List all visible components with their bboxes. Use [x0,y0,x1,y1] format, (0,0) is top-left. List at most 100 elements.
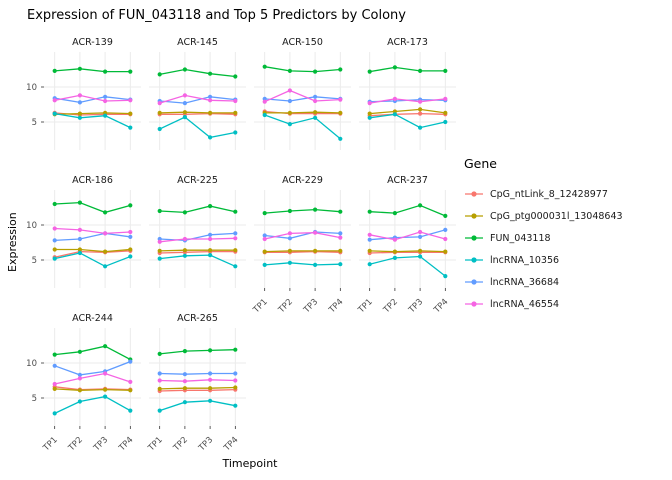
series-line [54,252,131,268]
series-line [264,232,341,240]
data-point [262,249,267,254]
data-point [233,264,238,269]
data-point [367,248,372,253]
data-point [208,232,213,237]
data-point [103,231,108,236]
data-point [287,98,292,104]
legend-item: CpG_ptg000031l_13048643 [464,205,623,227]
data-point [128,379,133,384]
data-point [77,250,82,256]
data-point [182,386,187,391]
data-point [443,213,448,218]
data-point [443,249,448,254]
series-line [54,345,131,361]
facet-title: ACR-244 [72,313,113,324]
data-point [443,119,448,125]
legend-label: lncRNA_46554 [490,298,560,310]
facet-title: ACR-186 [72,175,113,186]
data-point [103,344,108,349]
facet-title: ACR-173 [387,37,428,48]
data-point [157,101,162,106]
facet-title: ACR-265 [177,313,218,324]
data-point [157,239,162,244]
data-point [52,363,57,368]
data-point [233,371,238,376]
series-line [159,96,236,104]
series-line [264,66,341,73]
data-point [367,262,372,267]
data-point [103,371,108,376]
data-point [52,201,57,207]
data-point [233,110,238,115]
data-point [128,229,133,235]
series-line [369,250,446,253]
series-line [369,255,446,277]
data-point [392,255,397,260]
data-point [52,247,57,252]
data-point [157,386,162,391]
x-tick-label: TP2 [381,297,400,316]
data-point [233,347,238,352]
facet-ACR-150: ACR-150 [254,37,351,150]
facet-ACR-237: ACR-237 TP1 TP2 TP3 TP4 [356,175,456,316]
data-point [418,203,423,208]
facet-title: ACR-139 [72,37,113,48]
data-point [313,248,318,253]
data-point [128,98,133,103]
data-point [418,111,423,116]
data-point [52,226,57,231]
data-point [182,210,187,215]
data-point [182,379,187,384]
series-line [159,111,236,114]
data-point [182,400,187,405]
data-point [392,65,397,70]
legend-item: lncRNA_10356 [464,249,623,271]
data-point [157,208,162,214]
x-tick-label: TP4 [327,297,346,316]
series-line [369,113,446,129]
data-point [103,387,108,392]
data-point [128,254,133,259]
data-point [338,97,343,102]
legend-item: CpG_ntLink_8_12428977 [464,183,623,205]
series-line [54,112,131,115]
x-tick-label: TP4 [222,435,241,454]
y-tick-label: 5 [32,394,37,404]
series-line [159,94,236,104]
legend-item: FUN_043118 [464,227,623,249]
data-point [287,68,292,73]
data-point [208,204,213,209]
facet-panel [254,190,351,288]
data-point [418,99,423,104]
facet-title: ACR-150 [282,37,323,48]
legend: Gene CpG_ntLink_8_12428977 CpG_ptg000031l… [464,156,623,315]
data-point [157,72,162,77]
data-point [367,209,372,214]
legend-key-icon [465,235,483,241]
data-point [128,203,133,208]
legend-key-icon [465,301,483,307]
data-point [103,264,108,269]
series-line [264,262,341,266]
data-point [208,110,213,115]
x-tick-label: TP1 [356,297,375,316]
series-line [54,360,131,376]
data-point [443,110,448,115]
legend-title: Gene [464,156,497,171]
data-point [103,249,108,254]
data-point [287,88,292,93]
legend-label: lncRNA_10356 [490,254,560,266]
data-point [77,93,82,98]
x-tick-label: TP2 [171,435,190,454]
series-line [159,249,236,252]
data-point [103,113,108,118]
data-point [157,351,162,356]
data-point [313,230,318,235]
series-line [159,388,236,392]
data-point [157,126,162,132]
data-point [157,256,162,261]
series-line [369,204,446,217]
data-point [182,110,187,115]
data-point [128,111,133,116]
